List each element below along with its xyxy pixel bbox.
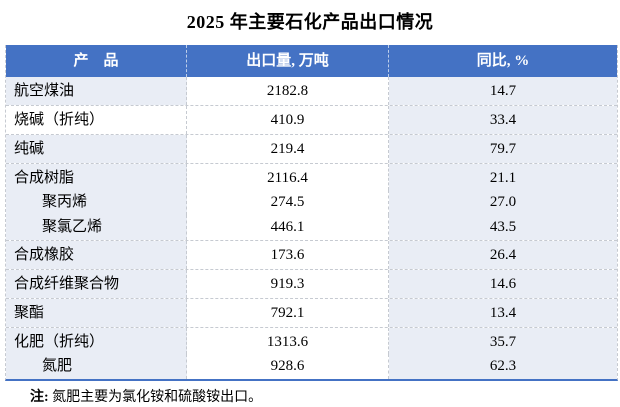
product-cell: 氮肥 [6,354,187,379]
column-header-volume: 出口量, 万吨 [187,45,389,77]
yoy-cell: 35.7 [389,328,617,354]
volume-cell: 2182.8 [187,77,389,105]
yoy-cell: 14.7 [389,77,617,105]
table-row: 合成树脂 2116.4 21.1 [6,163,617,190]
table-row: 聚酯 792.1 13.4 [6,298,617,327]
yoy-cell: 14.6 [389,270,617,298]
product-cell: 聚丙烯 [6,190,187,215]
table-row: 纯碱 219.4 79.7 [6,134,617,163]
product-cell: 聚氯乙烯 [6,215,187,240]
yoy-cell: 13.4 [389,299,617,327]
yoy-cell: 33.4 [389,106,617,134]
yoy-cell: 43.5 [389,215,617,240]
table-row: 烧碱（折纯） 410.9 33.4 [6,105,617,134]
product-cell: 烧碱（折纯） [6,106,187,134]
footnote-prefix: 注: [30,390,49,405]
table-header-row: 产 品 出口量, 万吨 同比, % [6,45,617,77]
product-cell: 合成树脂 [6,164,187,190]
volume-cell: 928.6 [187,354,389,379]
volume-cell: 219.4 [187,135,389,163]
volume-cell: 919.3 [187,270,389,298]
yoy-cell: 26.4 [389,241,617,269]
product-cell: 航空煤油 [6,77,187,105]
footnote-text: 氮肥主要为氯化铵和硫酸铵出口。 [52,390,263,405]
export-table: 产 品 出口量, 万吨 同比, % 航空煤油 2182.8 14.7 烧碱（折纯… [5,45,618,381]
product-cell: 化肥（折纯） [6,328,187,354]
table-row: 合成纤维聚合物 919.3 14.6 [6,269,617,298]
volume-cell: 173.6 [187,241,389,269]
footnote: 注: 氮肥主要为氯化铵和硫酸铵出口。 [30,389,620,407]
column-header-yoy: 同比, % [476,53,530,69]
table-row: 合成橡胶 173.6 26.4 [6,240,617,269]
volume-cell: 410.9 [187,106,389,134]
product-cell: 合成橡胶 [6,241,187,269]
product-cell: 聚酯 [6,299,187,327]
volume-cell: 274.5 [187,190,389,215]
yoy-cell: 27.0 [389,190,617,215]
volume-cell: 1313.6 [187,328,389,354]
product-cell: 纯碱 [6,135,187,163]
table-row: 氮肥 928.6 62.3 [6,354,617,379]
page-title: 2025 年主要石化产品出口情况 [186,12,434,32]
table-row: 化肥（折纯） 1313.6 35.7 [6,327,617,354]
product-cell: 合成纤维聚合物 [6,270,187,298]
yoy-cell: 79.7 [389,135,617,163]
volume-cell: 2116.4 [187,164,389,190]
volume-cell: 792.1 [187,299,389,327]
volume-cell: 446.1 [187,215,389,240]
column-header-product: 产 品 [6,45,187,77]
table-row: 航空煤油 2182.8 14.7 [6,77,617,105]
table-row: 聚氯乙烯 446.1 43.5 [6,215,617,240]
yoy-cell: 21.1 [389,164,617,190]
table-row: 聚丙烯 274.5 27.0 [6,190,617,215]
yoy-cell: 62.3 [389,354,617,379]
